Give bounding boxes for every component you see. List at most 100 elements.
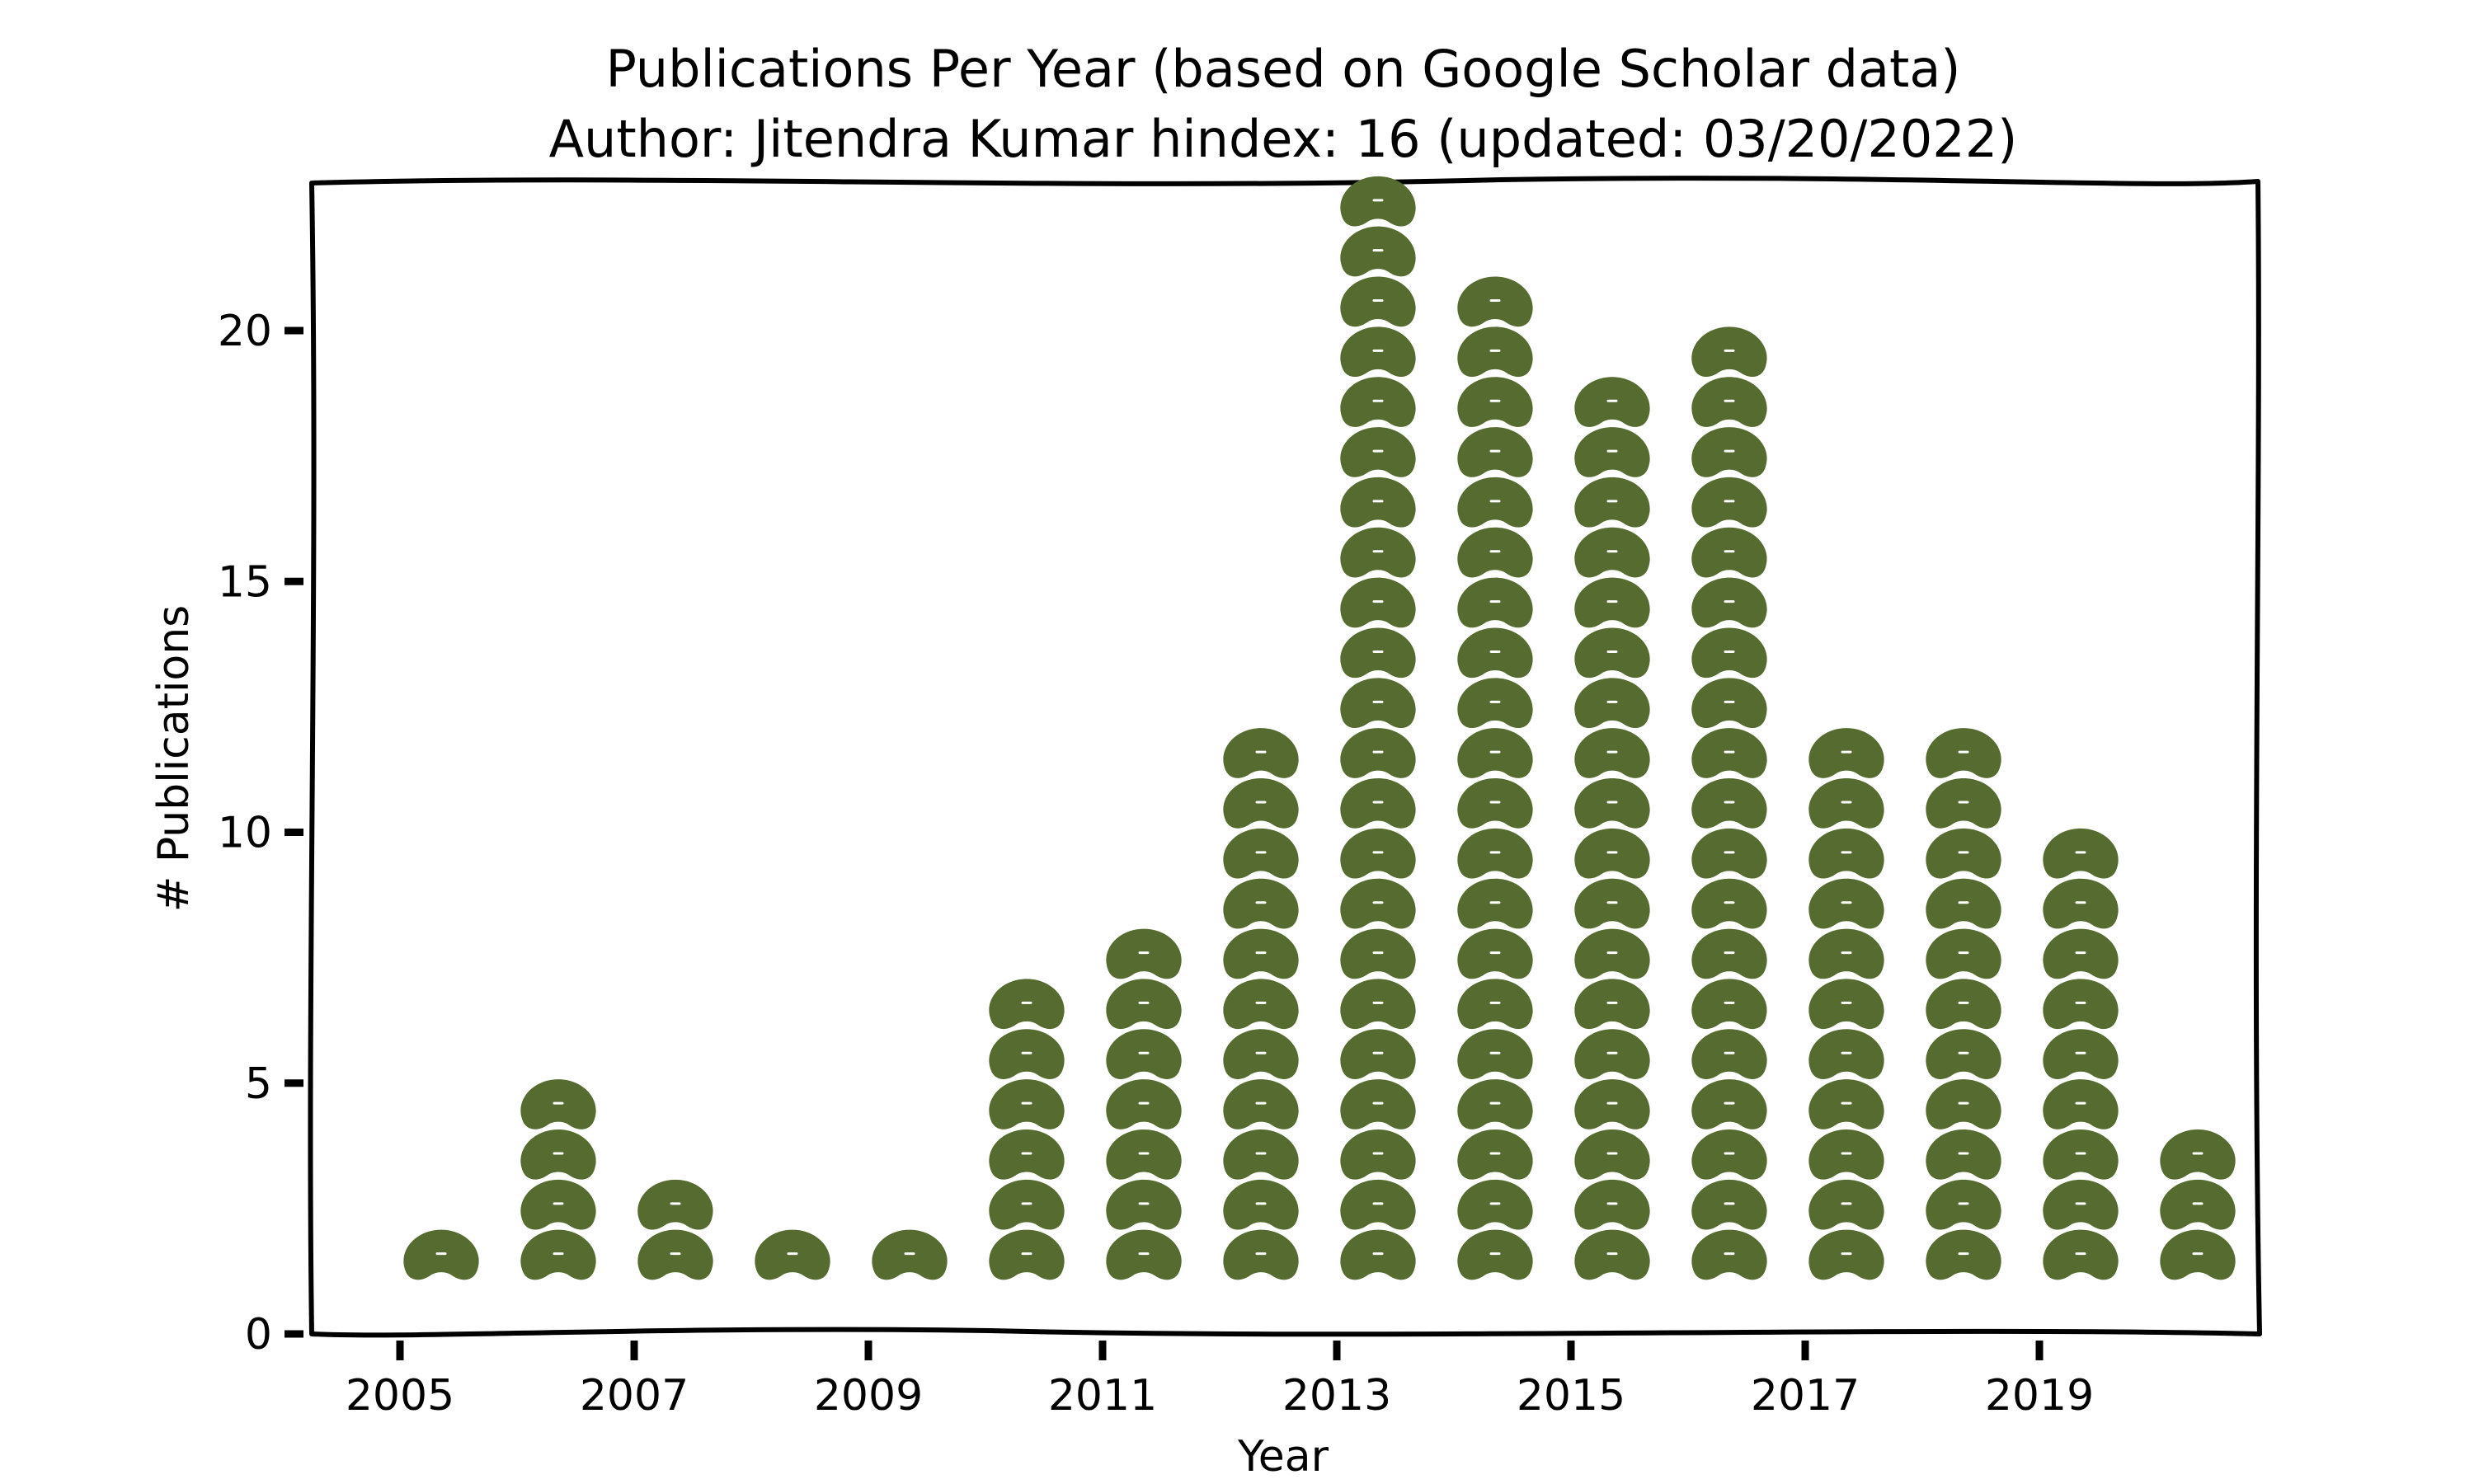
bean-icon — [1338, 977, 1418, 1031]
bean-icon — [1690, 526, 1769, 579]
bean-icon — [1924, 726, 2003, 780]
bean-icon — [1690, 325, 1769, 378]
bean-icon — [1221, 777, 1300, 830]
bean-icon — [1573, 1228, 1652, 1281]
bean-icon — [1338, 1128, 1418, 1181]
bean-icon — [1338, 1228, 1418, 1281]
bean-icon — [1338, 726, 1418, 780]
bar-2014 — [1456, 275, 1535, 1281]
bean-icon — [2041, 1078, 2120, 1131]
bean-icon — [1807, 1178, 1886, 1232]
bean-icon — [1456, 626, 1535, 679]
bean-icon — [1573, 375, 1652, 429]
bean-icon — [1456, 425, 1535, 479]
x-tick-label: 2005 — [346, 1371, 454, 1421]
bar-2019 — [2041, 827, 2120, 1281]
bean-icon — [519, 1128, 598, 1181]
bean-icon — [1573, 1178, 1652, 1232]
bar-2005 — [402, 1228, 481, 1281]
y-axis-label: # Publications — [149, 605, 199, 913]
bar-2007 — [636, 1178, 715, 1281]
bean-icon — [1807, 928, 1886, 980]
x-tick-label: 2013 — [1282, 1371, 1391, 1421]
bean-icon — [1690, 977, 1769, 1031]
bean-icon — [2041, 1178, 2120, 1232]
bean-icon — [1104, 1027, 1183, 1081]
bean-icon — [519, 1228, 598, 1281]
bean-icon — [987, 1027, 1066, 1081]
bean-icon — [1456, 928, 1535, 980]
bar-2009 — [870, 1228, 949, 1281]
bean-icon — [2041, 1228, 2120, 1281]
bar-2008 — [753, 1228, 832, 1281]
bean-icon — [1221, 1078, 1300, 1131]
y-tick-label: 0 — [245, 1310, 272, 1360]
bean-icon — [1690, 425, 1769, 479]
bean-icon — [1456, 726, 1535, 780]
bean-icon — [987, 1078, 1066, 1131]
bean-icon — [1690, 1128, 1769, 1181]
x-axis-label: Year — [1237, 1432, 1329, 1482]
bean-icon — [636, 1228, 715, 1281]
bean-icon — [1221, 1027, 1300, 1081]
bean-icon — [1221, 1178, 1300, 1232]
y-tick-label: 5 — [245, 1059, 272, 1109]
bean-icon — [1807, 1228, 1886, 1281]
bean-icon — [1573, 476, 1652, 529]
bean-icon — [987, 1178, 1066, 1232]
bean-icon — [1690, 676, 1769, 730]
bean-icon — [1338, 1078, 1418, 1131]
bean-icon — [1338, 1178, 1418, 1232]
bar-2015 — [1573, 375, 1652, 1281]
bean-icon — [1924, 877, 2003, 930]
bean-icon — [1456, 1178, 1535, 1232]
bar-2013 — [1338, 175, 1418, 1281]
bean-icon — [1338, 928, 1418, 980]
x-tick-label: 2017 — [1751, 1371, 1860, 1421]
bean-icon — [1807, 726, 1886, 780]
bean-icon — [1924, 1178, 2003, 1232]
bean-icon — [1456, 576, 1535, 629]
bar-2010 — [987, 977, 1066, 1281]
bean-icon — [1221, 877, 1300, 930]
bean-icon — [1338, 375, 1418, 429]
bean-icon — [1573, 1078, 1652, 1131]
bar-2012 — [1221, 726, 1300, 1281]
bean-icon — [1456, 1027, 1535, 1081]
x-tick-label: 2015 — [1517, 1371, 1625, 1421]
bar-2016 — [1690, 325, 1769, 1281]
bar-2018 — [1924, 726, 2003, 1281]
bean-icon — [1338, 526, 1418, 579]
bar-2017 — [1807, 726, 1886, 1281]
bean-icon — [1924, 1228, 2003, 1281]
bean-icon — [1807, 777, 1886, 830]
y-tick-label: 20 — [218, 307, 272, 356]
bean-icon — [1338, 225, 1418, 278]
bean-icon — [1690, 928, 1769, 980]
bean-icon — [1221, 726, 1300, 780]
bean-icon — [2158, 1228, 2237, 1281]
bean-icon — [1456, 1128, 1535, 1181]
bean-icon — [753, 1228, 832, 1281]
bar-2020 — [2158, 1128, 2237, 1281]
bean-icon — [1807, 1078, 1886, 1131]
bean-icon — [987, 1228, 1066, 1281]
bean-icon — [1573, 526, 1652, 579]
bean-icon — [1104, 1078, 1183, 1131]
bean-icon — [1338, 1027, 1418, 1081]
bean-icon — [1456, 877, 1535, 930]
bean-icon — [1456, 275, 1535, 328]
bean-icon — [1573, 626, 1652, 679]
bean-icon — [1338, 877, 1418, 930]
bean-icon — [1807, 877, 1886, 930]
bean-icon — [1221, 827, 1300, 881]
bean-icon — [402, 1228, 481, 1281]
bean-icon — [1456, 1078, 1535, 1131]
bean-icon — [1456, 1228, 1535, 1281]
bean-icon — [1690, 626, 1769, 679]
bean-icon — [1573, 977, 1652, 1031]
bean-icon — [870, 1228, 949, 1281]
bean-icon — [987, 977, 1066, 1031]
bean-icon — [1104, 1128, 1183, 1181]
bean-icon — [1690, 476, 1769, 529]
